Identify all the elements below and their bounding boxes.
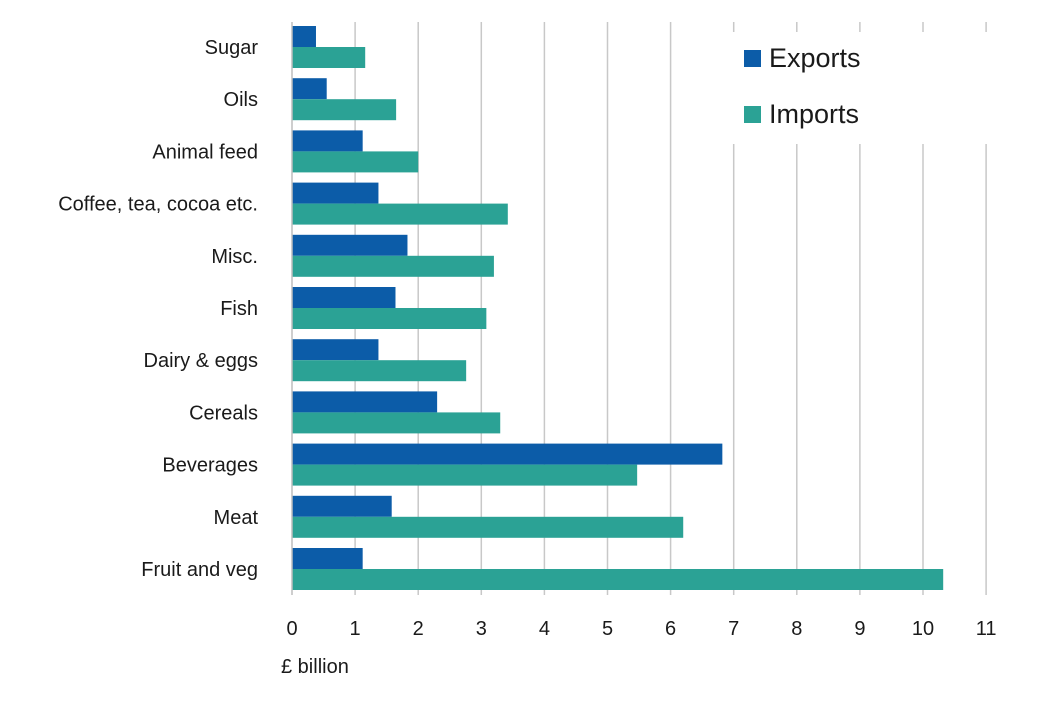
bar-exports-2 (292, 130, 363, 152)
bar-imports-0 (292, 47, 366, 68)
category-label: Oils (224, 89, 258, 111)
category-labels: Sugar Oils Animal feed Coffee, tea, cocoa e… (58, 37, 258, 581)
category-label: Meat (214, 507, 259, 529)
legend-swatch-imports (744, 106, 761, 123)
bar-exports-1 (292, 78, 327, 100)
bar-imports-8 (292, 464, 638, 486)
bars (292, 26, 944, 590)
x-axis-title: £ billion (281, 656, 349, 678)
x-tick-label: 0 (286, 618, 297, 640)
bar-imports-7 (292, 412, 501, 434)
category-label: Coffee, tea, cocoa etc. (58, 194, 258, 216)
x-tick-label: 11 (976, 618, 997, 640)
bar-exports-0 (292, 26, 316, 47)
bar-exports-9 (292, 495, 392, 517)
legend-swatch-exports (744, 50, 761, 67)
bar-imports-4 (292, 255, 494, 277)
bar-exports-3 (292, 182, 379, 204)
category-label: Sugar (205, 37, 259, 59)
x-tick-label: 6 (665, 618, 676, 640)
x-tick-label: 10 (912, 618, 934, 640)
x-tick-labels: 0 1 2 3 4 5 6 7 8 9 10 11 (286, 618, 996, 640)
legend-background (732, 32, 1052, 144)
category-label: Fish (220, 298, 258, 320)
category-label: Fruit and veg (141, 559, 258, 581)
category-label: Beverages (162, 455, 258, 477)
x-tick-label: 2 (413, 618, 424, 640)
legend: Exports Imports (732, 32, 1052, 144)
bar-imports-9 (292, 516, 684, 538)
bar-imports-10 (292, 569, 944, 590)
bar-exports-4 (292, 234, 408, 256)
category-label: Cereals (189, 402, 258, 424)
bar-exports-7 (292, 391, 438, 413)
bar-imports-6 (292, 360, 467, 382)
bar-imports-1 (292, 99, 397, 121)
x-tick-label: 1 (350, 618, 361, 640)
x-tick-label: 3 (476, 618, 487, 640)
x-tick-label: 4 (539, 618, 550, 640)
bar-imports-5 (292, 308, 487, 329)
category-label: Dairy & eggs (144, 350, 259, 372)
x-tick-label: 9 (854, 618, 865, 640)
bar-exports-8 (292, 443, 723, 465)
category-label: Misc. (211, 246, 258, 268)
category-label: Animal feed (152, 141, 258, 163)
x-tick-label: 8 (791, 618, 802, 640)
legend-label-exports: Exports (769, 43, 861, 73)
bar-exports-10 (292, 548, 363, 569)
bar-exports-6 (292, 339, 379, 361)
bar-imports-3 (292, 203, 508, 225)
bar-imports-2 (292, 151, 419, 173)
x-tick-label: 7 (728, 618, 739, 640)
bar-exports-5 (292, 287, 396, 308)
legend-label-imports: Imports (769, 99, 859, 129)
x-tick-label: 5 (602, 618, 613, 640)
